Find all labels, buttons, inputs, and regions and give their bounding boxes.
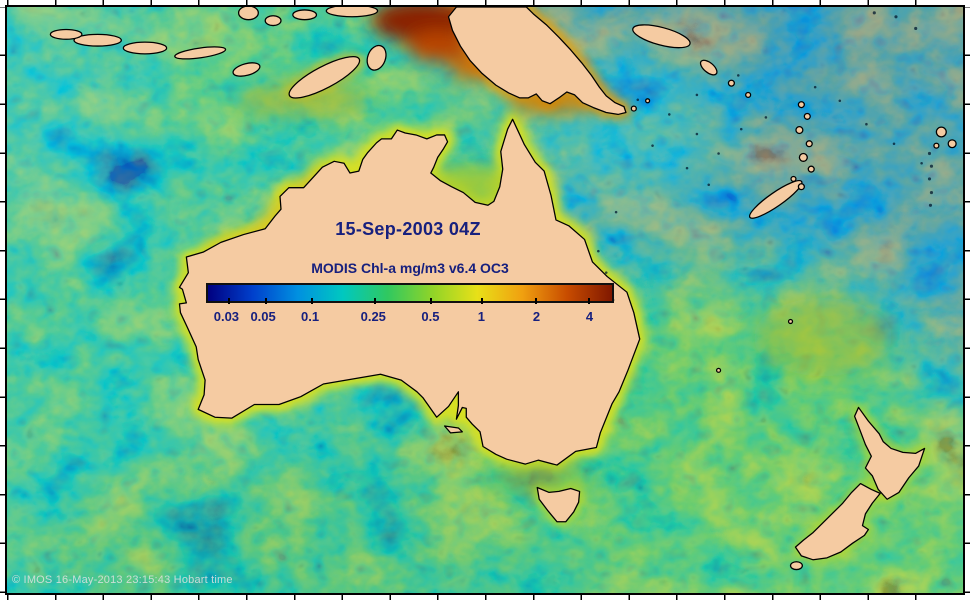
- colorbar-tick-mark: [264, 298, 267, 304]
- colorbar: [206, 283, 614, 304]
- colorbar-tick-label: 0.25: [360, 309, 386, 324]
- stewart-island: [789, 561, 803, 571]
- landmasses: [49, 7, 957, 571]
- colorbar-tick-mark: [430, 298, 433, 304]
- colorbar-tick-label: 1: [477, 309, 486, 324]
- axis-ticks-top: [7, 0, 963, 5]
- fiji: [935, 126, 947, 138]
- axis-ticks-bottom: [7, 595, 963, 600]
- colorbar-tick-label: 0.5: [421, 309, 440, 324]
- colorbar-tick-mark: [228, 298, 231, 304]
- date-title: 15-Sep-2003 04Z: [335, 219, 481, 239]
- colorbar-tick-mark: [587, 298, 590, 304]
- colorbar-tick-label: 0.03: [213, 309, 240, 324]
- indonesian-islands: [49, 7, 387, 77]
- colorbar-title: MODIS Chl-a mg/m3 v6.4 OC3: [311, 260, 509, 276]
- new-caledonia: [748, 179, 803, 219]
- melanesian-islands: [630, 24, 957, 373]
- colorbar-tick-label: 4: [585, 309, 594, 324]
- colorbar-tick-mark: [535, 298, 538, 304]
- axis-ticks-left: [0, 7, 5, 593]
- copyright-watermark: © IMOS 16-May-2013 23:15:43 Hobart time: [12, 574, 233, 586]
- colorbar-tick-mark: [373, 298, 376, 304]
- colorbar-tick-mark: [480, 298, 483, 304]
- axis-ticks-right: [965, 7, 970, 593]
- colorbar-tick-mark: [311, 298, 314, 304]
- colorbar-tick-label: 2: [532, 309, 541, 324]
- colorbar-tick-label: 0.05: [250, 309, 276, 324]
- colorbar-tick-labels: 0.03 0.05 0.1 0.25 0.5 1 2 4: [206, 309, 614, 325]
- colorbar-tick-label: 0.1: [300, 309, 320, 324]
- reef-speckles: [597, 11, 934, 302]
